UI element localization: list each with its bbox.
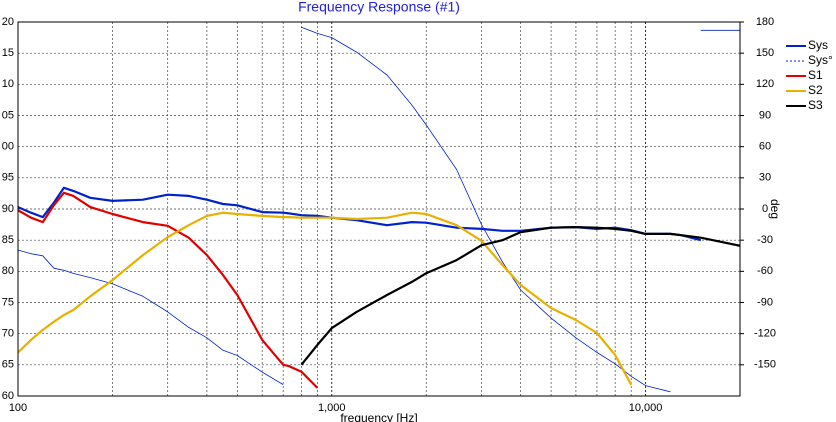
y-tick-label: 75 — [2, 296, 14, 308]
y2-tick-label: 60 — [759, 141, 771, 153]
legend-label: Sys° — [808, 53, 833, 67]
y-tick-label: 00 — [2, 141, 14, 153]
x-tick-label: 100 — [9, 402, 27, 414]
y-tick-label: 95 — [2, 172, 14, 184]
x-tick-label: 1,000 — [318, 402, 346, 414]
y2-tick-label: 90 — [759, 109, 771, 121]
x-axis-label: frequency [Hz] — [340, 411, 417, 422]
chart-title: Frequency Response (#1) — [298, 0, 460, 15]
y2-axis-label: deg — [768, 199, 782, 219]
y-tick-label: 10 — [2, 78, 14, 90]
y-tick-label: 80 — [2, 265, 14, 277]
plot-border — [17, 21, 741, 397]
y2-tick-label: 150 — [756, 47, 774, 59]
y2-tick-label: -30 — [757, 234, 773, 246]
y-tick-label: 85 — [2, 234, 14, 246]
y2-tick-label: -120 — [754, 328, 776, 340]
y-tick-label: 90 — [2, 203, 14, 215]
series-line — [18, 211, 633, 386]
legend-label: S1 — [808, 68, 823, 82]
y-tick-label: 65 — [2, 359, 14, 371]
x-tick-label: 10,000 — [629, 402, 663, 414]
series-line — [18, 186, 702, 242]
y2-tick-label: 180 — [756, 16, 774, 28]
y-tick-label: 20 — [2, 16, 14, 28]
y-tick-label: 15 — [2, 47, 14, 59]
y-tick-label: 60 — [2, 390, 14, 402]
y2-tick-label: 120 — [756, 78, 774, 90]
series-line — [18, 191, 319, 389]
y2-tick-label: 0 — [762, 203, 768, 215]
legend-label: S2 — [808, 83, 823, 97]
y2-tick-label: -90 — [757, 296, 773, 308]
y2-tick-label: -60 — [757, 265, 773, 277]
y-tick-label: 05 — [2, 109, 14, 121]
legend-label: S3 — [808, 98, 823, 112]
series-line — [300, 226, 740, 366]
legend-label: Sys — [808, 38, 828, 52]
y2-tick-label: 30 — [759, 172, 771, 184]
y2-tick-label: -150 — [754, 359, 776, 371]
y-tick-label: 70 — [2, 328, 14, 340]
